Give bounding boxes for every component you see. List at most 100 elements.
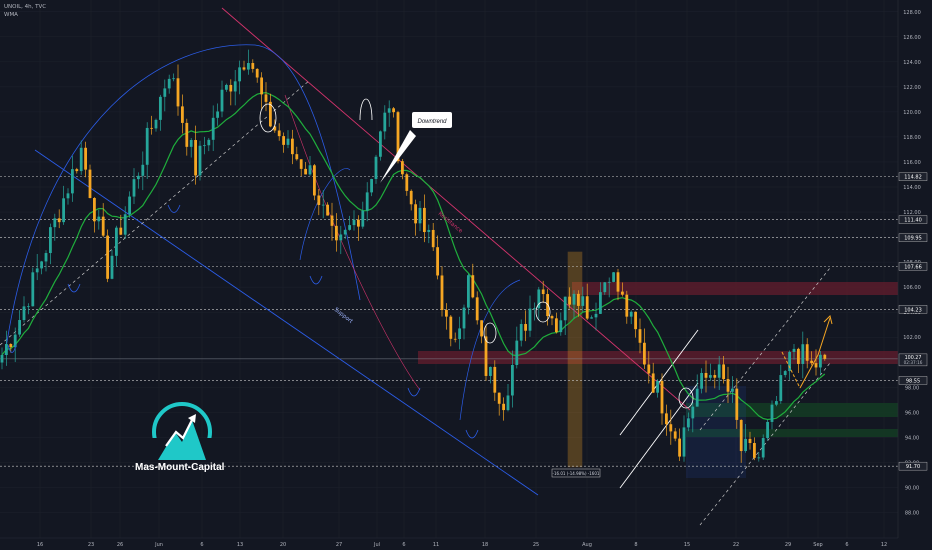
candle-body xyxy=(493,366,497,393)
support-line xyxy=(34,149,539,496)
support-zone-lower xyxy=(686,429,898,437)
x-tick-label: 18 xyxy=(482,542,488,548)
candle-body xyxy=(387,108,391,113)
candle-body xyxy=(220,89,224,112)
wma-line xyxy=(1,91,826,421)
y-tick-label: 94.00 xyxy=(905,435,919,441)
candle-body xyxy=(537,289,541,309)
time-axis-panel xyxy=(0,538,932,550)
candle-body xyxy=(361,210,365,227)
candle-body xyxy=(181,106,184,123)
candle-body xyxy=(783,371,787,376)
x-tick-label: 25 xyxy=(533,542,539,548)
level-tag xyxy=(898,262,928,271)
x-tick-label: 26 xyxy=(117,542,123,548)
candle-body xyxy=(251,63,255,69)
level-tag-label: 104.23 xyxy=(904,307,922,313)
measure-range-box xyxy=(567,251,583,468)
candle-body xyxy=(651,373,655,393)
resistance-label: Resistance xyxy=(437,211,464,235)
candle-body xyxy=(673,431,677,439)
candle-body xyxy=(541,289,545,295)
x-tick-label: 11 xyxy=(433,542,439,548)
candle-body xyxy=(106,235,109,279)
x-tick-label: 6 xyxy=(200,542,203,548)
downtrend-callout: Downtrend xyxy=(380,112,452,183)
candle-body xyxy=(590,317,593,319)
candle-body xyxy=(761,438,765,458)
candle-body xyxy=(568,296,571,305)
candle-body xyxy=(717,364,721,378)
marker-small-u xyxy=(407,387,421,397)
candle-body xyxy=(731,388,734,392)
y-tick-label: 96.00 xyxy=(905,410,919,416)
projection-dashed xyxy=(781,351,801,389)
candle-body xyxy=(141,164,145,176)
candle-body xyxy=(559,320,563,333)
candle-body xyxy=(603,282,607,293)
candle-body xyxy=(247,63,250,70)
candle-body xyxy=(255,68,259,78)
chart-header: UNOIL, 4h, TVC WMA xyxy=(4,3,46,19)
candle-body xyxy=(119,227,123,235)
candle-body xyxy=(704,372,708,378)
candle-body xyxy=(467,275,470,308)
x-tick-label: 12 xyxy=(881,542,887,548)
candle-body xyxy=(374,156,378,179)
candle-body xyxy=(555,318,558,333)
level-tag xyxy=(898,172,928,181)
brand-name: Mas-Mount-Capital xyxy=(135,462,225,473)
candle-body xyxy=(304,168,307,175)
candle-body xyxy=(735,388,739,420)
candle-body xyxy=(621,291,624,295)
y-tick-label: 116.00 xyxy=(903,160,921,166)
candle-body xyxy=(682,427,686,457)
candle-body xyxy=(176,78,180,107)
x-tick-label: 27 xyxy=(336,542,342,548)
candle-body xyxy=(123,214,127,235)
x-tick-label: 20 xyxy=(280,542,286,548)
marker-small-u xyxy=(309,275,323,285)
candle-body xyxy=(528,308,532,331)
y-tick-label: 124.00 xyxy=(903,60,921,66)
candle-body xyxy=(581,296,585,306)
candle-body xyxy=(379,131,382,157)
candle-body xyxy=(687,418,690,428)
candle-body xyxy=(128,196,131,215)
y-tick-label: 98.00 xyxy=(905,385,919,391)
candle-body xyxy=(669,424,673,432)
marker-circle xyxy=(678,387,694,409)
candle-body xyxy=(594,313,598,318)
candle-body xyxy=(0,355,4,363)
level-tag-label: 109.95 xyxy=(904,236,922,242)
candle-body xyxy=(502,403,505,411)
x-tick-label: 29 xyxy=(785,542,791,548)
candle-body xyxy=(475,297,479,321)
candle-body xyxy=(185,122,189,147)
candle-body xyxy=(53,218,57,228)
candle-body xyxy=(550,316,554,319)
y-tick-label: 126.00 xyxy=(903,35,921,41)
candle-body xyxy=(805,344,809,361)
marker-top-arc xyxy=(359,98,373,121)
candle-body xyxy=(203,145,206,147)
level-tag xyxy=(898,461,928,471)
candle-body xyxy=(418,207,422,224)
last-price-value: 100.27 xyxy=(905,355,922,361)
candle-body xyxy=(511,364,514,396)
resistance-line xyxy=(221,7,691,411)
candle-body xyxy=(423,207,426,233)
candle-body xyxy=(823,354,827,359)
candle-body xyxy=(370,178,373,193)
level-tag xyxy=(898,376,928,385)
candle-body xyxy=(282,136,285,145)
y-tick-label: 118.00 xyxy=(903,135,921,141)
level-tag xyxy=(898,233,928,242)
candle-body xyxy=(277,130,281,137)
x-tick-label: Aug xyxy=(582,542,592,548)
candle-body xyxy=(352,219,356,226)
x-tick-label: 8 xyxy=(634,542,637,548)
candle-body xyxy=(726,379,730,392)
candle-body xyxy=(643,342,646,365)
